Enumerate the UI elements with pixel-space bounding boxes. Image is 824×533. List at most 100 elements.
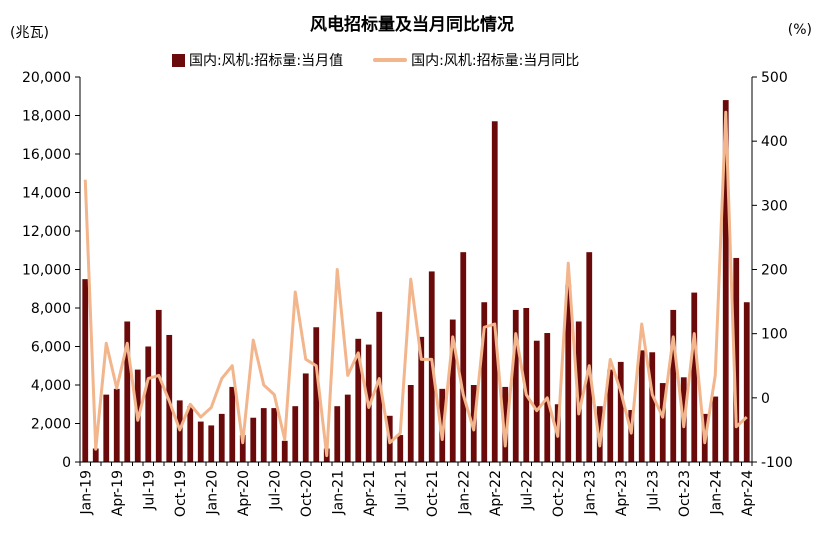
bar-Sep-21 — [418, 336, 425, 463]
right-tick-label: 200 — [761, 263, 788, 279]
bar-Apr-20 — [239, 435, 246, 462]
bar-Apr-23 — [617, 361, 624, 462]
bar-Jan-24 — [712, 396, 719, 462]
legend: 国内:风机:招标量:当月值 国内:风机:招标量:当月同比 — [172, 50, 609, 70]
right-tick-label: 400 — [761, 134, 788, 150]
left-tick-label: 12,000 — [22, 224, 71, 240]
bar-Aug-21 — [407, 385, 414, 462]
bar-Apr-22 — [491, 121, 498, 463]
bar-Mar-22 — [481, 302, 488, 462]
bar-Feb-19 — [92, 448, 99, 462]
bar-Apr-24 — [743, 302, 750, 462]
bar-Nov-20 — [313, 327, 320, 462]
bar-Feb-21 — [344, 394, 351, 463]
x-tick-label: Oct-22 — [551, 470, 567, 517]
bar-Jan-22 — [460, 252, 467, 462]
bar-Sep-23 — [670, 309, 677, 462]
left-tick-label: 16,000 — [22, 147, 71, 163]
x-tick-label: Jul-21 — [393, 470, 409, 511]
bar-Aug-19 — [155, 309, 162, 462]
x-tick-label: Apr-21 — [362, 470, 378, 516]
left-tick-label: 20,000 — [22, 70, 71, 86]
bar-Jul-20 — [271, 408, 278, 462]
right-axis-unit: (%) — [787, 22, 812, 38]
legend-line-swatch — [373, 58, 408, 62]
bar-Feb-20 — [218, 413, 225, 463]
bar-Jan-23 — [586, 252, 593, 462]
bar-Nov-22 — [565, 284, 572, 462]
legend-item-line: 国内:风机:招标量:当月同比 — [373, 50, 579, 70]
legend-bar-swatch — [172, 53, 185, 67]
legend-item-bar: 国内:风机:招标量:当月值 — [172, 50, 343, 70]
x-tick-label: Apr-24 — [740, 470, 756, 516]
x-tick-label: Oct-21 — [425, 470, 441, 517]
legend-line-label: 国内:风机:招标量:当月同比 — [411, 53, 580, 69]
x-tick-label: Apr-23 — [614, 470, 630, 516]
left-tick-label: 10,000 — [22, 263, 71, 279]
right-tick-label: 0 — [761, 391, 770, 407]
bar-Jun-22 — [512, 309, 519, 462]
left-axis-unit: (兆瓦) — [10, 25, 49, 41]
bar-Mar-24 — [733, 257, 740, 462]
bar-Apr-19 — [113, 388, 120, 462]
bar-Mar-19 — [103, 394, 110, 463]
x-tick-label: Jan-20 — [204, 470, 220, 515]
bar-Aug-23 — [659, 383, 666, 462]
x-tick-label: Jan-21 — [330, 470, 346, 515]
bar-Jul-23 — [649, 352, 656, 462]
bar-Jun-20 — [260, 408, 267, 462]
bar-Jan-19 — [82, 279, 89, 463]
bar-Mar-20 — [229, 386, 236, 462]
left-tick-label: 6,000 — [31, 340, 71, 356]
right-tick-label: 500 — [761, 70, 788, 86]
right-tick-label: 300 — [761, 198, 788, 214]
legend-bar-label: 国内:风机:招标量:当月值 — [189, 53, 344, 69]
bar-Dec-22 — [575, 321, 582, 462]
x-tick-label: Jan-23 — [582, 470, 598, 515]
x-tick-label: Oct-23 — [677, 470, 693, 517]
bar-Jul-21 — [397, 435, 404, 462]
x-tick-label: Jul-19 — [141, 470, 157, 511]
x-tick-label: Jan-19 — [78, 470, 94, 515]
bar-May-19 — [124, 321, 131, 462]
bar-Jul-22 — [523, 308, 530, 462]
bar-Nov-23 — [691, 292, 698, 462]
bar-Sep-20 — [292, 406, 299, 462]
x-tick-label: Jul-23 — [645, 470, 661, 511]
left-tick-label: 4,000 — [31, 378, 71, 394]
bar-Aug-22 — [533, 340, 540, 462]
right-tick-label: 100 — [761, 327, 788, 343]
bar-Jan-21 — [334, 406, 341, 462]
x-tick-label: Oct-20 — [299, 470, 315, 517]
x-tick-label: Jan-22 — [456, 470, 472, 515]
bar-May-23 — [628, 410, 635, 462]
bar-Mar-21 — [355, 338, 362, 462]
left-tick-label: 14,000 — [22, 186, 71, 202]
x-tick-label: Jul-20 — [267, 470, 283, 511]
bar-Jun-23 — [638, 350, 645, 462]
x-tick-label: Apr-20 — [236, 470, 252, 516]
bar-May-22 — [502, 386, 509, 462]
bar-Nov-19 — [187, 406, 194, 462]
chart-title: 风电招标量及当月同比情况 — [310, 15, 514, 35]
x-tick-label: Apr-22 — [488, 470, 504, 516]
bar-Oct-20 — [302, 373, 309, 462]
bar-Mar-23 — [607, 369, 614, 462]
bar-May-20 — [250, 417, 257, 462]
bar-Dec-19 — [197, 421, 204, 462]
x-tick-label: Jul-22 — [519, 470, 535, 511]
x-tick-label: Apr-19 — [110, 470, 126, 516]
bar-Jul-19 — [145, 346, 152, 462]
bar-Dec-21 — [449, 319, 456, 462]
right-tick-label: -100 — [761, 455, 793, 471]
left-tick-label: 2,000 — [31, 417, 71, 433]
bar-Aug-20 — [281, 440, 288, 462]
x-tick-label: Jan-24 — [708, 470, 724, 516]
bar-Feb-24 — [722, 100, 729, 462]
left-tick-label: 18,000 — [22, 109, 71, 125]
yoy-line — [83, 110, 748, 458]
x-tick-label: Oct-19 — [173, 470, 189, 517]
bar-Jan-20 — [208, 425, 215, 462]
left-tick-label: 8,000 — [31, 301, 71, 317]
